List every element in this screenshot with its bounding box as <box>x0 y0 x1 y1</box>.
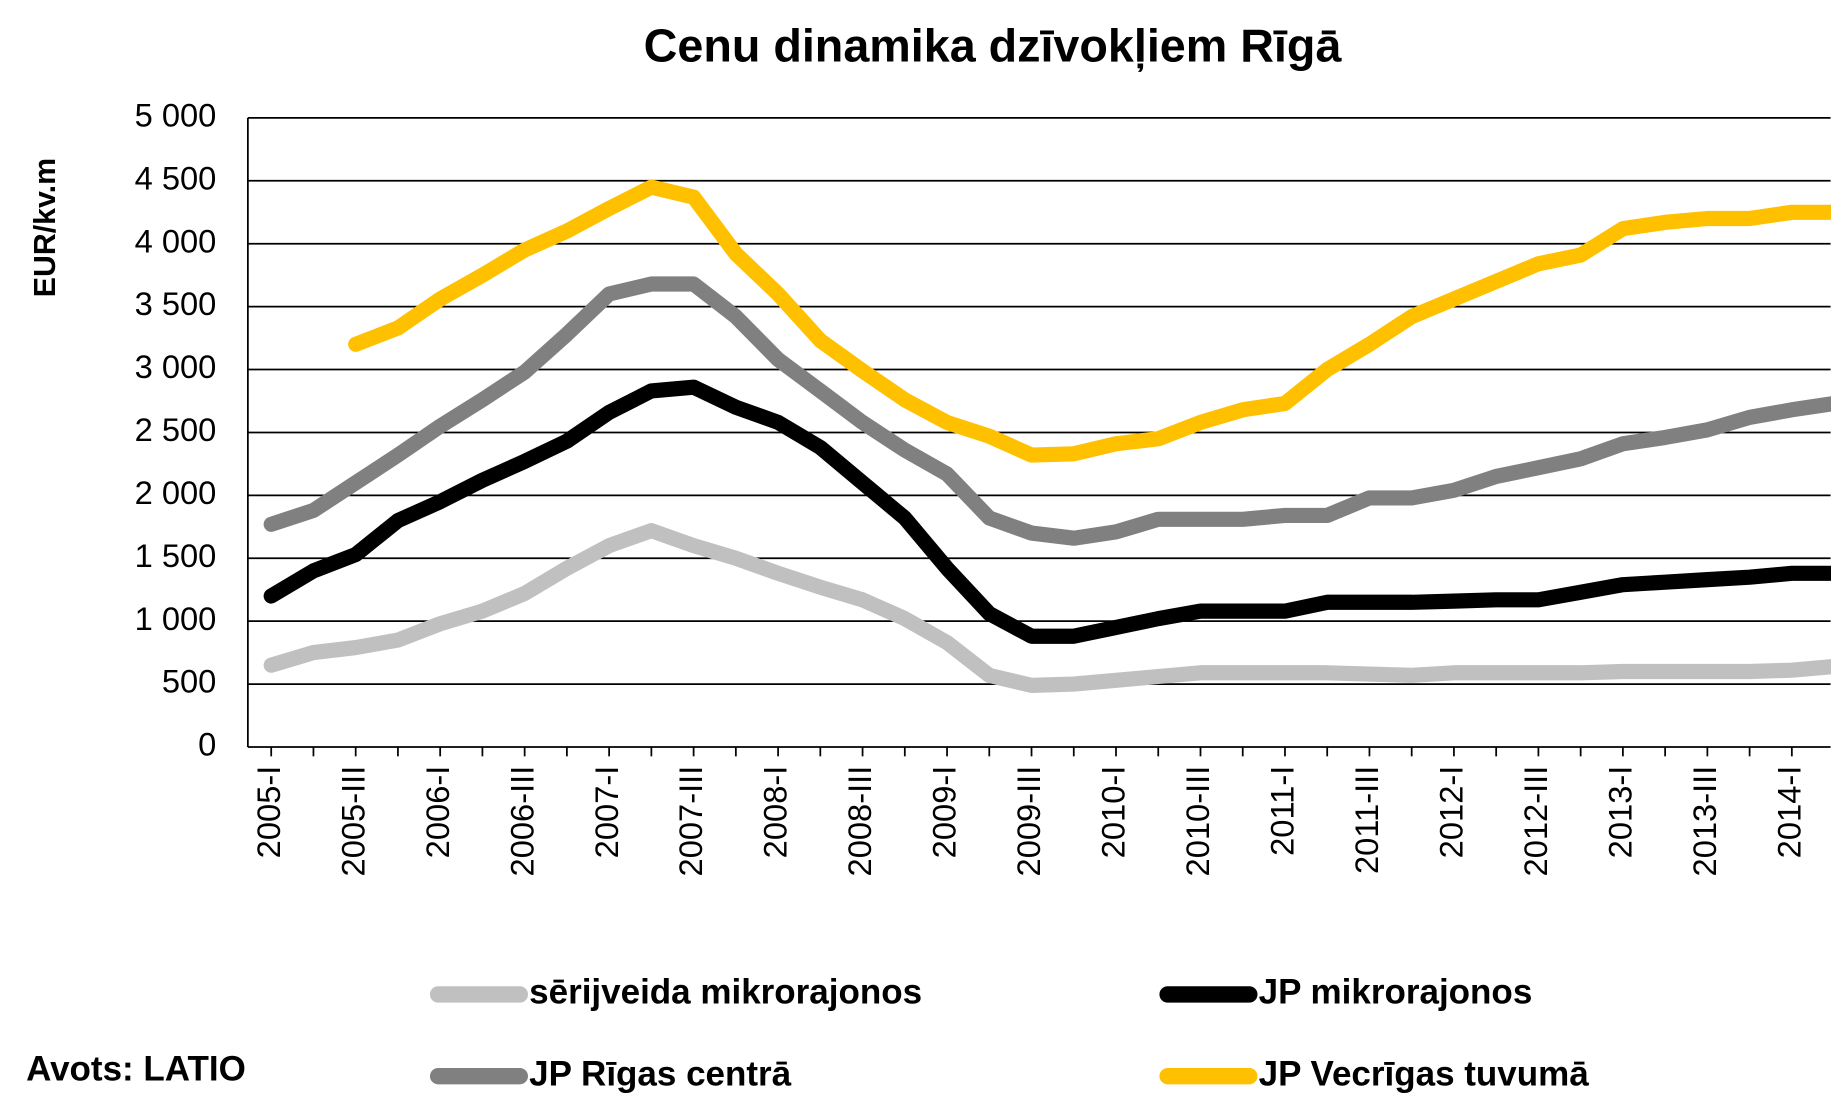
series-line <box>348 179 1831 463</box>
x-tick-label: 2006-III <box>503 766 540 877</box>
source-note: Avots: LATIO <box>26 1050 246 1089</box>
legend-label: JP Rīgas centrā <box>529 1054 792 1093</box>
y-tick-label: 5 000 <box>135 97 217 134</box>
x-tick-label: 2012-I <box>1433 766 1470 859</box>
x-tick-label: 2013-III <box>1686 766 1723 877</box>
x-tick-label: 2012-III <box>1517 766 1554 877</box>
x-tick-label: 2008-III <box>841 766 878 877</box>
chart-title: Cenu dinamika dzīvokļiem Rīgā <box>644 19 1343 72</box>
y-tick-label: 4 000 <box>135 222 217 259</box>
x-tick-label: 2008-I <box>757 766 794 859</box>
y-tick-label: 1 500 <box>135 537 217 574</box>
x-tick-label: 2005-I <box>250 766 287 859</box>
x-tick-label: 2007-I <box>588 766 625 859</box>
x-tick-label: 2006-I <box>419 766 456 859</box>
y-tick-label: 1 000 <box>135 600 217 637</box>
x-tick-label: 2014-I <box>1770 766 1807 859</box>
x-tick-label: 2010-III <box>1179 766 1216 877</box>
x-tick-label: 2009-I <box>926 766 963 859</box>
legend-label: JP mikrorajonos <box>1259 973 1533 1012</box>
y-axis-label: EUR/kv.m <box>29 158 62 297</box>
legend-label: JP Vecrīgas tuvumā <box>1259 1054 1590 1093</box>
x-tick-label: 2011-I <box>1264 766 1301 856</box>
x-tick-label: 2013-I <box>1602 766 1639 859</box>
y-tick-label: 0 <box>198 726 216 763</box>
x-tick-label: 2007-III <box>672 766 709 877</box>
series-line <box>263 523 1831 693</box>
y-tick-label: 3 500 <box>135 285 217 322</box>
x-tick-label: 2011-III <box>1348 766 1385 874</box>
y-tick-label: 500 <box>162 663 217 700</box>
x-tick-label: 2009-III <box>1010 766 1047 877</box>
x-tick-label: 2010-I <box>1095 766 1132 859</box>
y-tick-label: 3 000 <box>135 348 217 385</box>
legend-label: sērijveida mikrorajonos <box>529 973 922 1012</box>
y-tick-label: 2 000 <box>135 474 217 511</box>
y-tick-label: 4 500 <box>135 159 217 196</box>
x-tick-label: 2005-III <box>334 766 371 877</box>
y-tick-label: 2 500 <box>135 411 217 448</box>
series-line <box>263 379 1831 644</box>
series-line <box>263 276 1831 546</box>
